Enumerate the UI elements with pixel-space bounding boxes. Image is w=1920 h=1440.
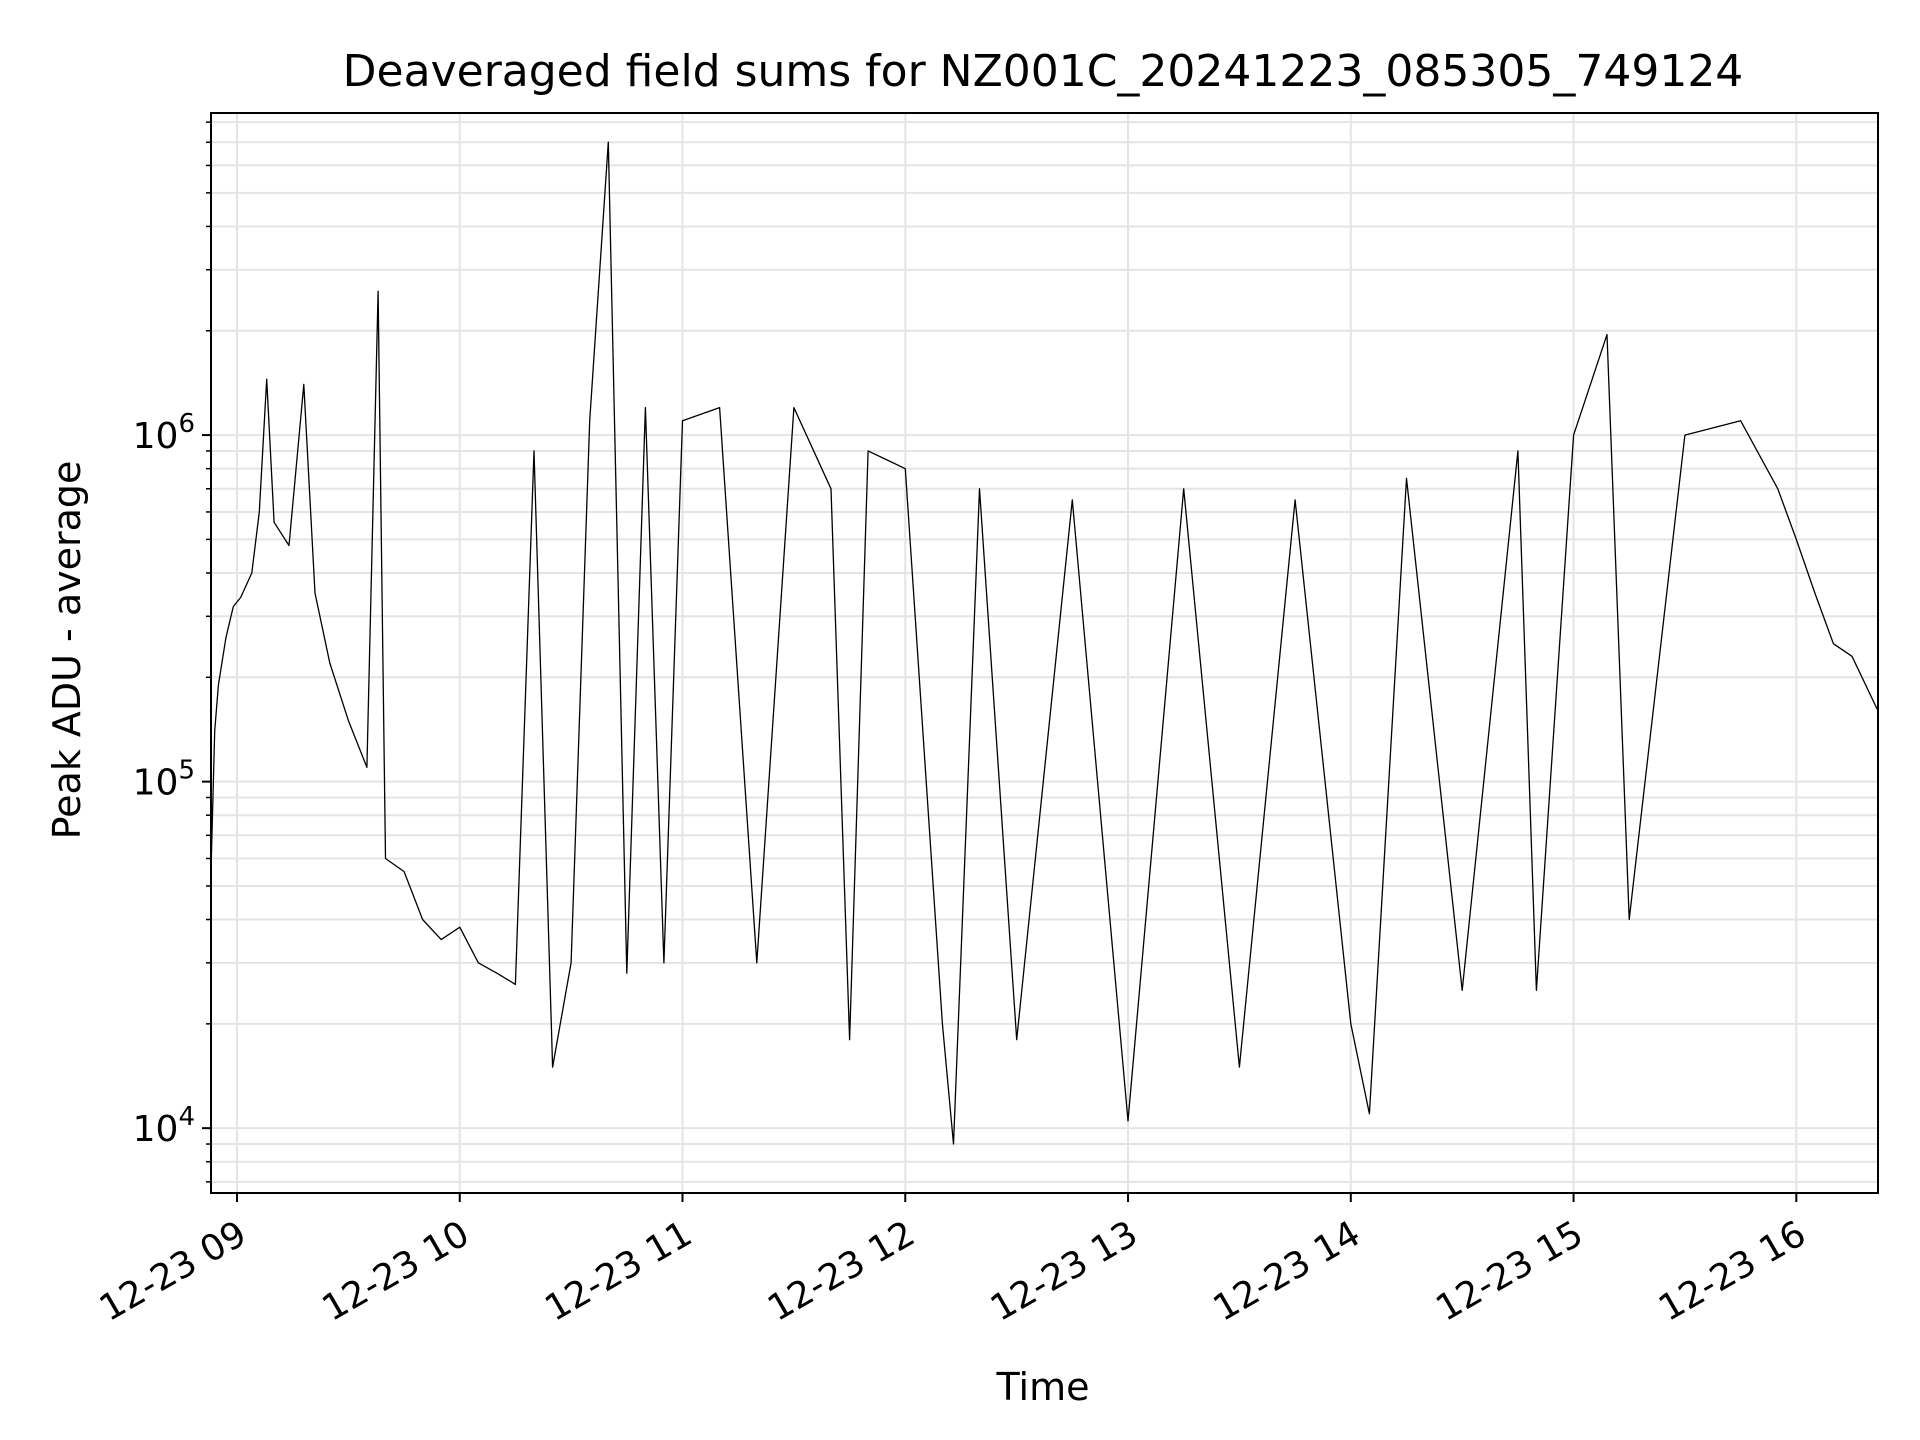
y-axis-title: Peak ADU - average xyxy=(45,461,89,840)
series-layer xyxy=(210,141,1879,1145)
series-line xyxy=(210,141,1879,1145)
gridlines xyxy=(211,113,1878,1193)
y-tick-label: 105 xyxy=(133,756,195,804)
y-tick-label: 106 xyxy=(133,409,195,457)
x-axis-title: Time xyxy=(996,1365,1090,1409)
y-tick-label: 104 xyxy=(133,1102,195,1150)
axes-frame xyxy=(210,112,1879,1194)
chart-title: Deaveraged field sums for NZ001C_2024122… xyxy=(343,46,1744,97)
